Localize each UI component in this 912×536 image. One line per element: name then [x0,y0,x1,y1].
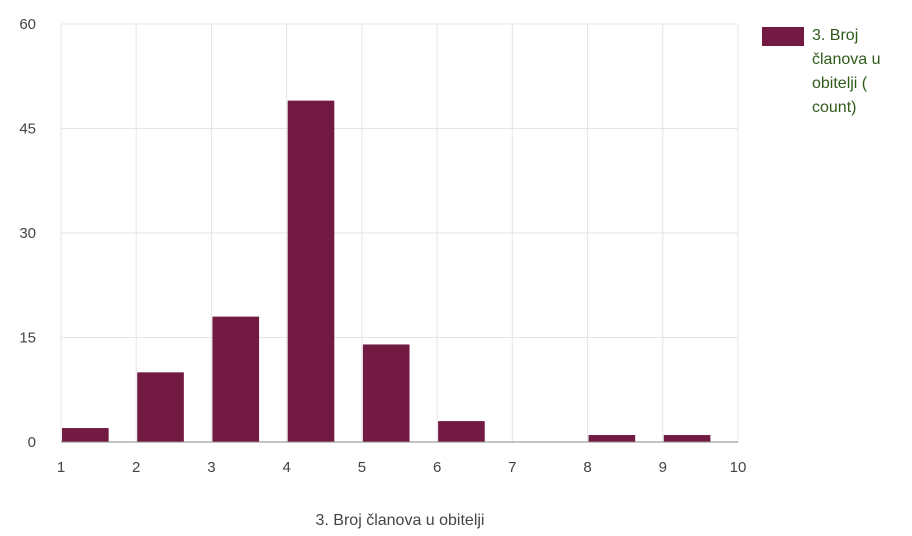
y-tick-label: 45 [19,121,36,138]
grid-lines [60,23,739,442]
y-tick-label: 30 [19,225,36,242]
x-tick-label: 3 [207,459,215,476]
legend-swatch [762,27,804,46]
y-tick-label: 15 [19,330,36,347]
x-tick-label: 9 [659,459,667,476]
bar [212,316,260,442]
y-tick-label: 0 [28,434,36,451]
x-tick-label: 1 [57,459,65,476]
bar [62,428,109,442]
bar [663,435,711,442]
x-tick-label: 2 [132,459,140,476]
bar [588,435,636,442]
x-tick-labels: 1 2 3 4 5 6 7 8 9 10 [57,459,747,476]
x-tick-label: 6 [433,459,441,476]
x-tick-label: 8 [583,459,591,476]
x-axis-label: 3. Broj članova u obitelji [316,512,485,529]
x-tick-label: 10 [730,459,747,476]
bar [287,100,335,442]
y-tick-labels: 0 15 30 45 60 [19,16,36,451]
x-tick-label: 7 [508,459,516,476]
legend-label: 3. Broj članova u obitelji ( count) [812,27,881,116]
bar [438,421,485,442]
bars [62,100,711,442]
x-tick-label: 4 [282,459,290,476]
bar [137,372,184,442]
x-tick-label: 5 [358,459,366,476]
y-tick-label: 60 [19,16,36,33]
bar [362,344,410,442]
